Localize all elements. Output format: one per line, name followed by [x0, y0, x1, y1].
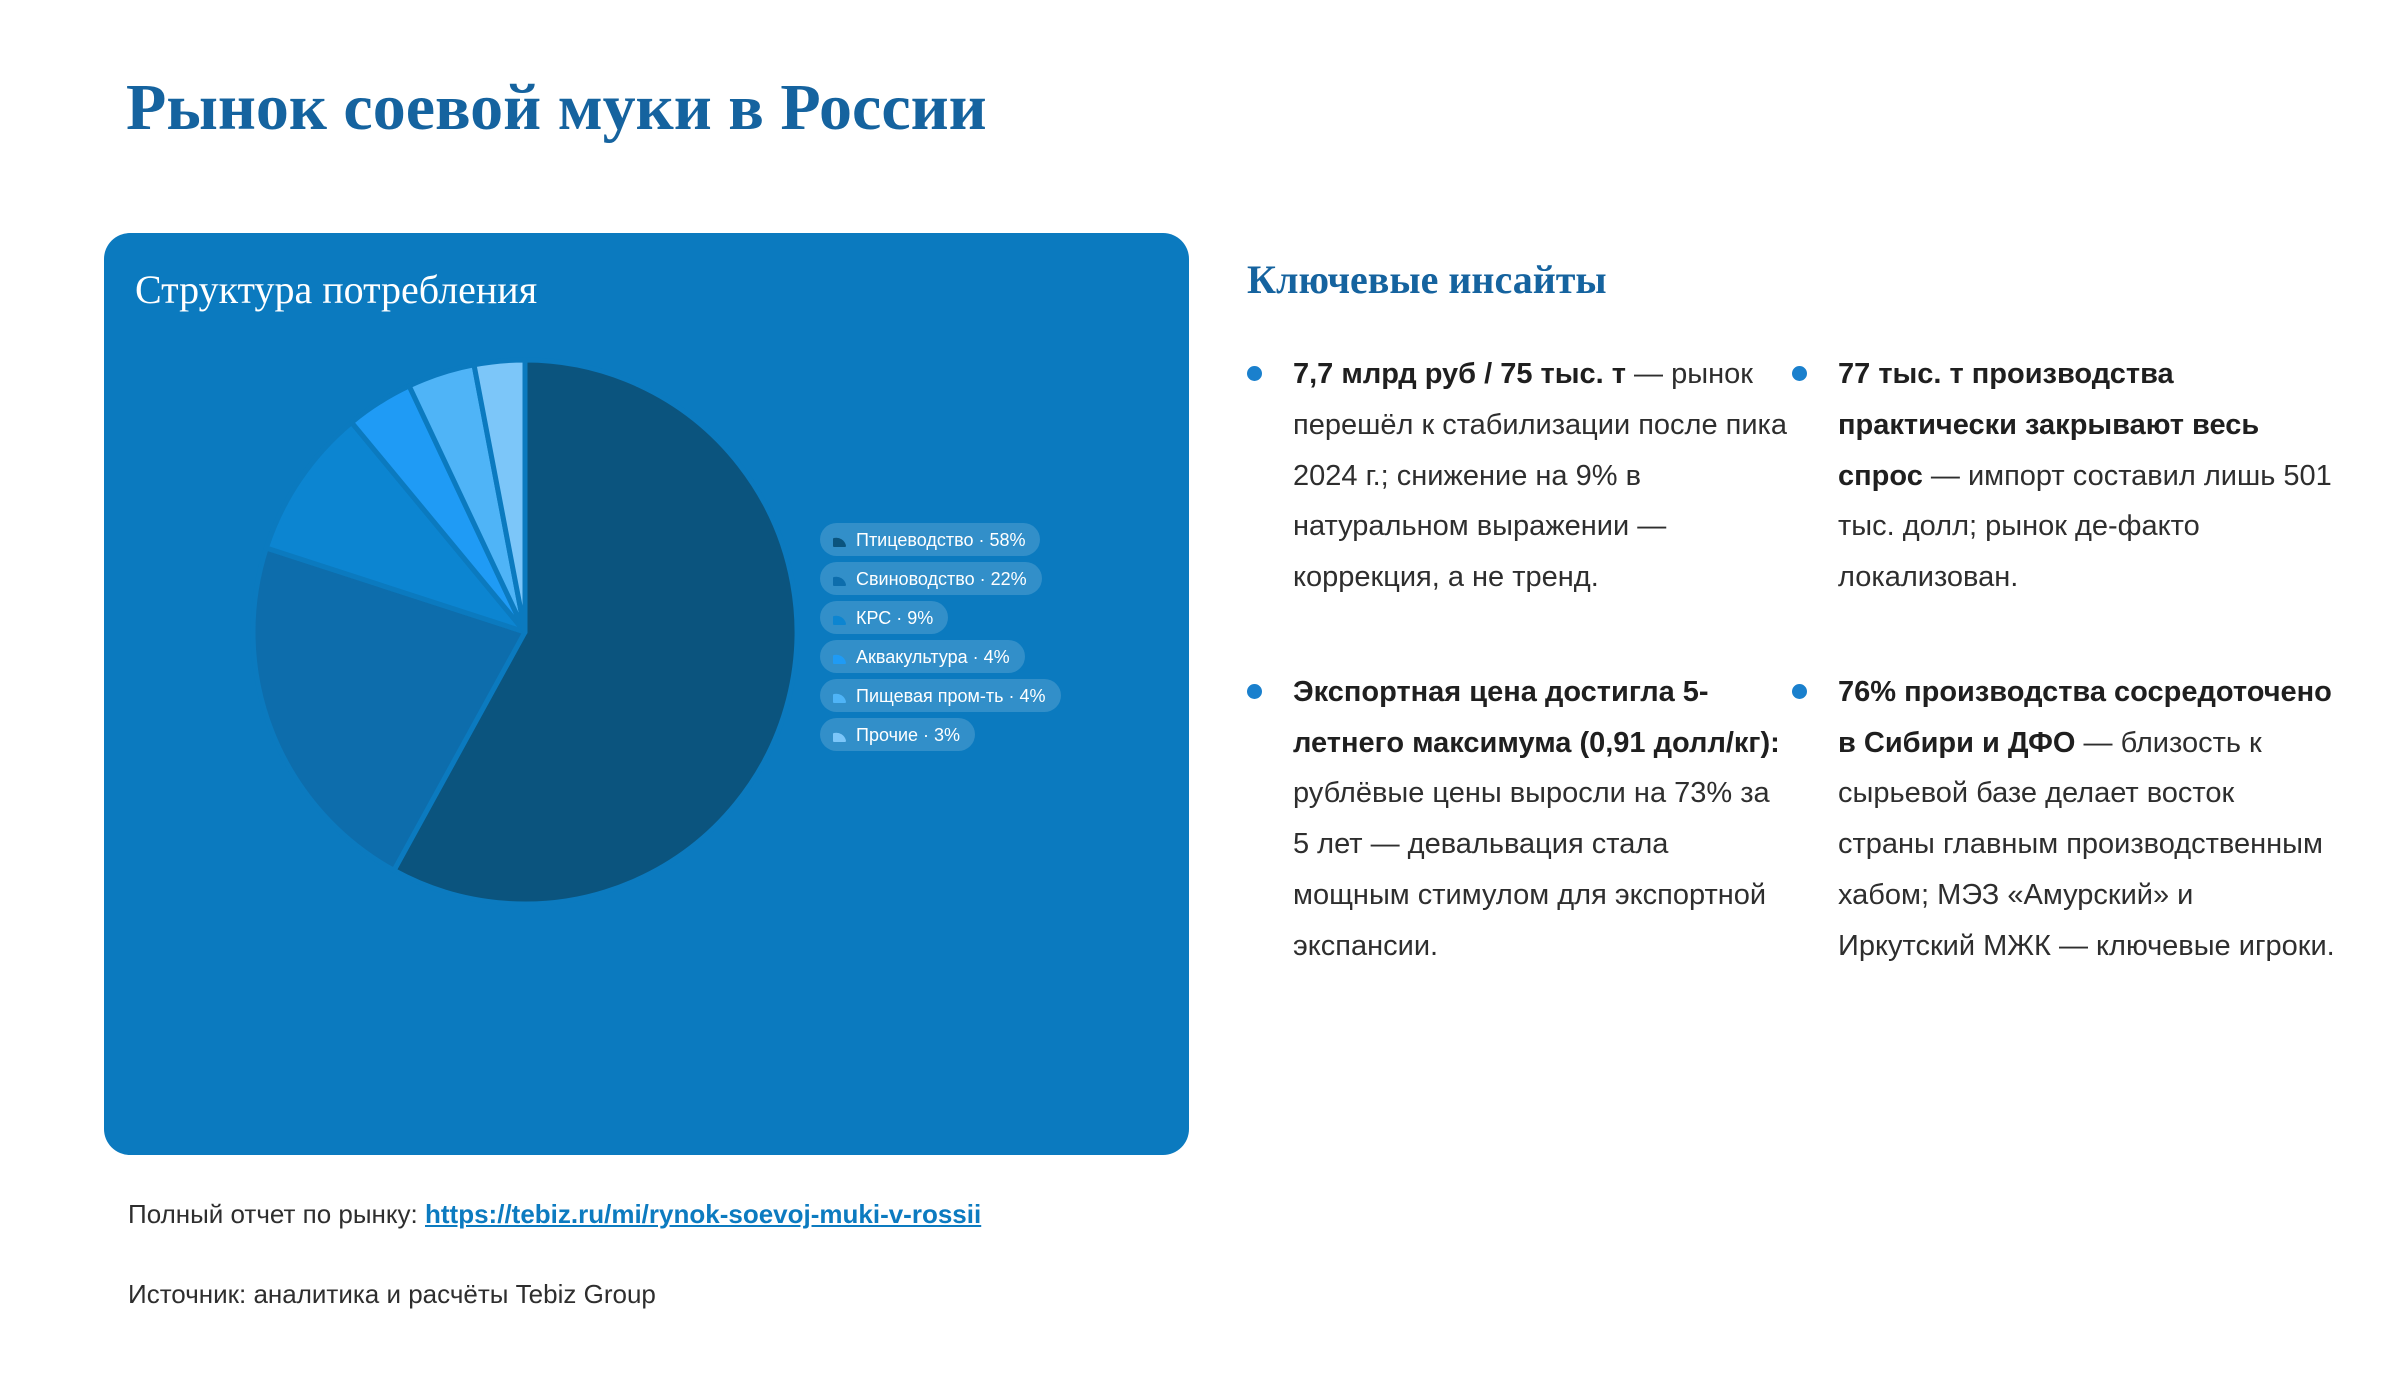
legend-label: Свиноводство · 22%: [856, 568, 1027, 589]
insight-lead: 7,7 млрд руб / 75 тыс. т: [1293, 358, 1626, 390]
insights-heading: Ключевые инсайты: [1247, 257, 1607, 302]
legend-label: Прочие · 3%: [856, 724, 961, 745]
consumption-structure-card: Структура потребления Птицеводство · 58%…: [104, 233, 1189, 1155]
insights-grid: 7,7 млрд руб / 75 тыс. т — рынок перешёл…: [1247, 349, 2357, 971]
insight-lead: 76% производства сосредоточено в Сибири …: [1838, 675, 2332, 759]
pie-legend: Птицеводство · 58% Свиноводство · 22% КРС …: [820, 523, 1061, 751]
insight-text: — рынок перешёл к стабилизации после пик…: [1293, 358, 1788, 593]
pie-wedge-icon: [833, 615, 846, 625]
pie-slice-2: [263, 419, 528, 635]
report-line: Полный отчет по рынку: https://tebiz.ru/…: [128, 1198, 981, 1232]
pie-slice-5: [471, 357, 528, 635]
insight-lead: Экспортная цена достигла 5-летнего макси…: [1293, 675, 1780, 759]
pie-wedge-icon: [833, 537, 846, 547]
legend-item-5: Прочие · 3%: [820, 718, 976, 751]
report-label: Полный отчет по рынку:: [128, 1199, 418, 1229]
legend-item-3: Аквакультура · 4%: [820, 640, 1025, 673]
pie-wedge-icon: [833, 732, 846, 742]
insight-text: — импорт составил лишь 501 тыс. долл; ры…: [1838, 459, 2332, 594]
pie-chart-container: [245, 352, 805, 912]
page-title: Рынок соевой муки в России: [126, 71, 987, 144]
insight-lead: 77 тыс. т производства практически закры…: [1838, 358, 2260, 492]
insight-item-0: 7,7 млрд руб / 75 тыс. т — рынок перешёл…: [1247, 349, 1792, 603]
pie-wedge-icon: [833, 693, 846, 703]
legend-item-0: Птицеводство · 58%: [820, 523, 1041, 556]
pie-chart: [250, 357, 800, 907]
footer: Полный отчет по рынку: https://tebiz.ru/…: [128, 1198, 981, 1312]
key-insights-section: Ключевые инсайты 7,7 млрд руб / 75 тыс. …: [1247, 255, 2357, 971]
pie-slice-0: [391, 357, 800, 907]
legend-item-1: Свиноводство · 22%: [820, 562, 1042, 595]
legend-label: Птицеводство · 58%: [856, 529, 1026, 550]
legend-label: КРС · 9%: [856, 607, 934, 628]
card-title: Структура потребления: [135, 267, 538, 312]
insight-item-2: Экспортная цена достигла 5-летнего макси…: [1247, 667, 1792, 972]
pie-wedge-icon: [833, 576, 846, 586]
insight-text: рублёвые цены выросли на 73% за 5 лет — …: [1293, 777, 1770, 962]
insight-item-1: 77 тыс. т производства практически закры…: [1792, 349, 2337, 603]
insight-item-3: 76% производства сосредоточено в Сибири …: [1792, 667, 2337, 972]
legend-label: Аквакультура · 4%: [856, 646, 1010, 667]
pie-wedge-icon: [833, 654, 846, 664]
source-line: Источник: аналитика и расчёты Tebiz Grou…: [128, 1278, 656, 1309]
pie-slice-1: [250, 545, 528, 873]
legend-item-2: КРС · 9%: [820, 601, 949, 634]
legend-item-4: Пищевая пром-ть · 4%: [820, 679, 1061, 712]
legend-label: Пищевая пром-ть · 4%: [856, 685, 1046, 706]
report-link[interactable]: https://tebiz.ru/mi/rynok-soevoj-muki-v-…: [425, 1199, 982, 1229]
insight-text: — близость к сырьевой базе делает восток…: [1838, 726, 2335, 962]
